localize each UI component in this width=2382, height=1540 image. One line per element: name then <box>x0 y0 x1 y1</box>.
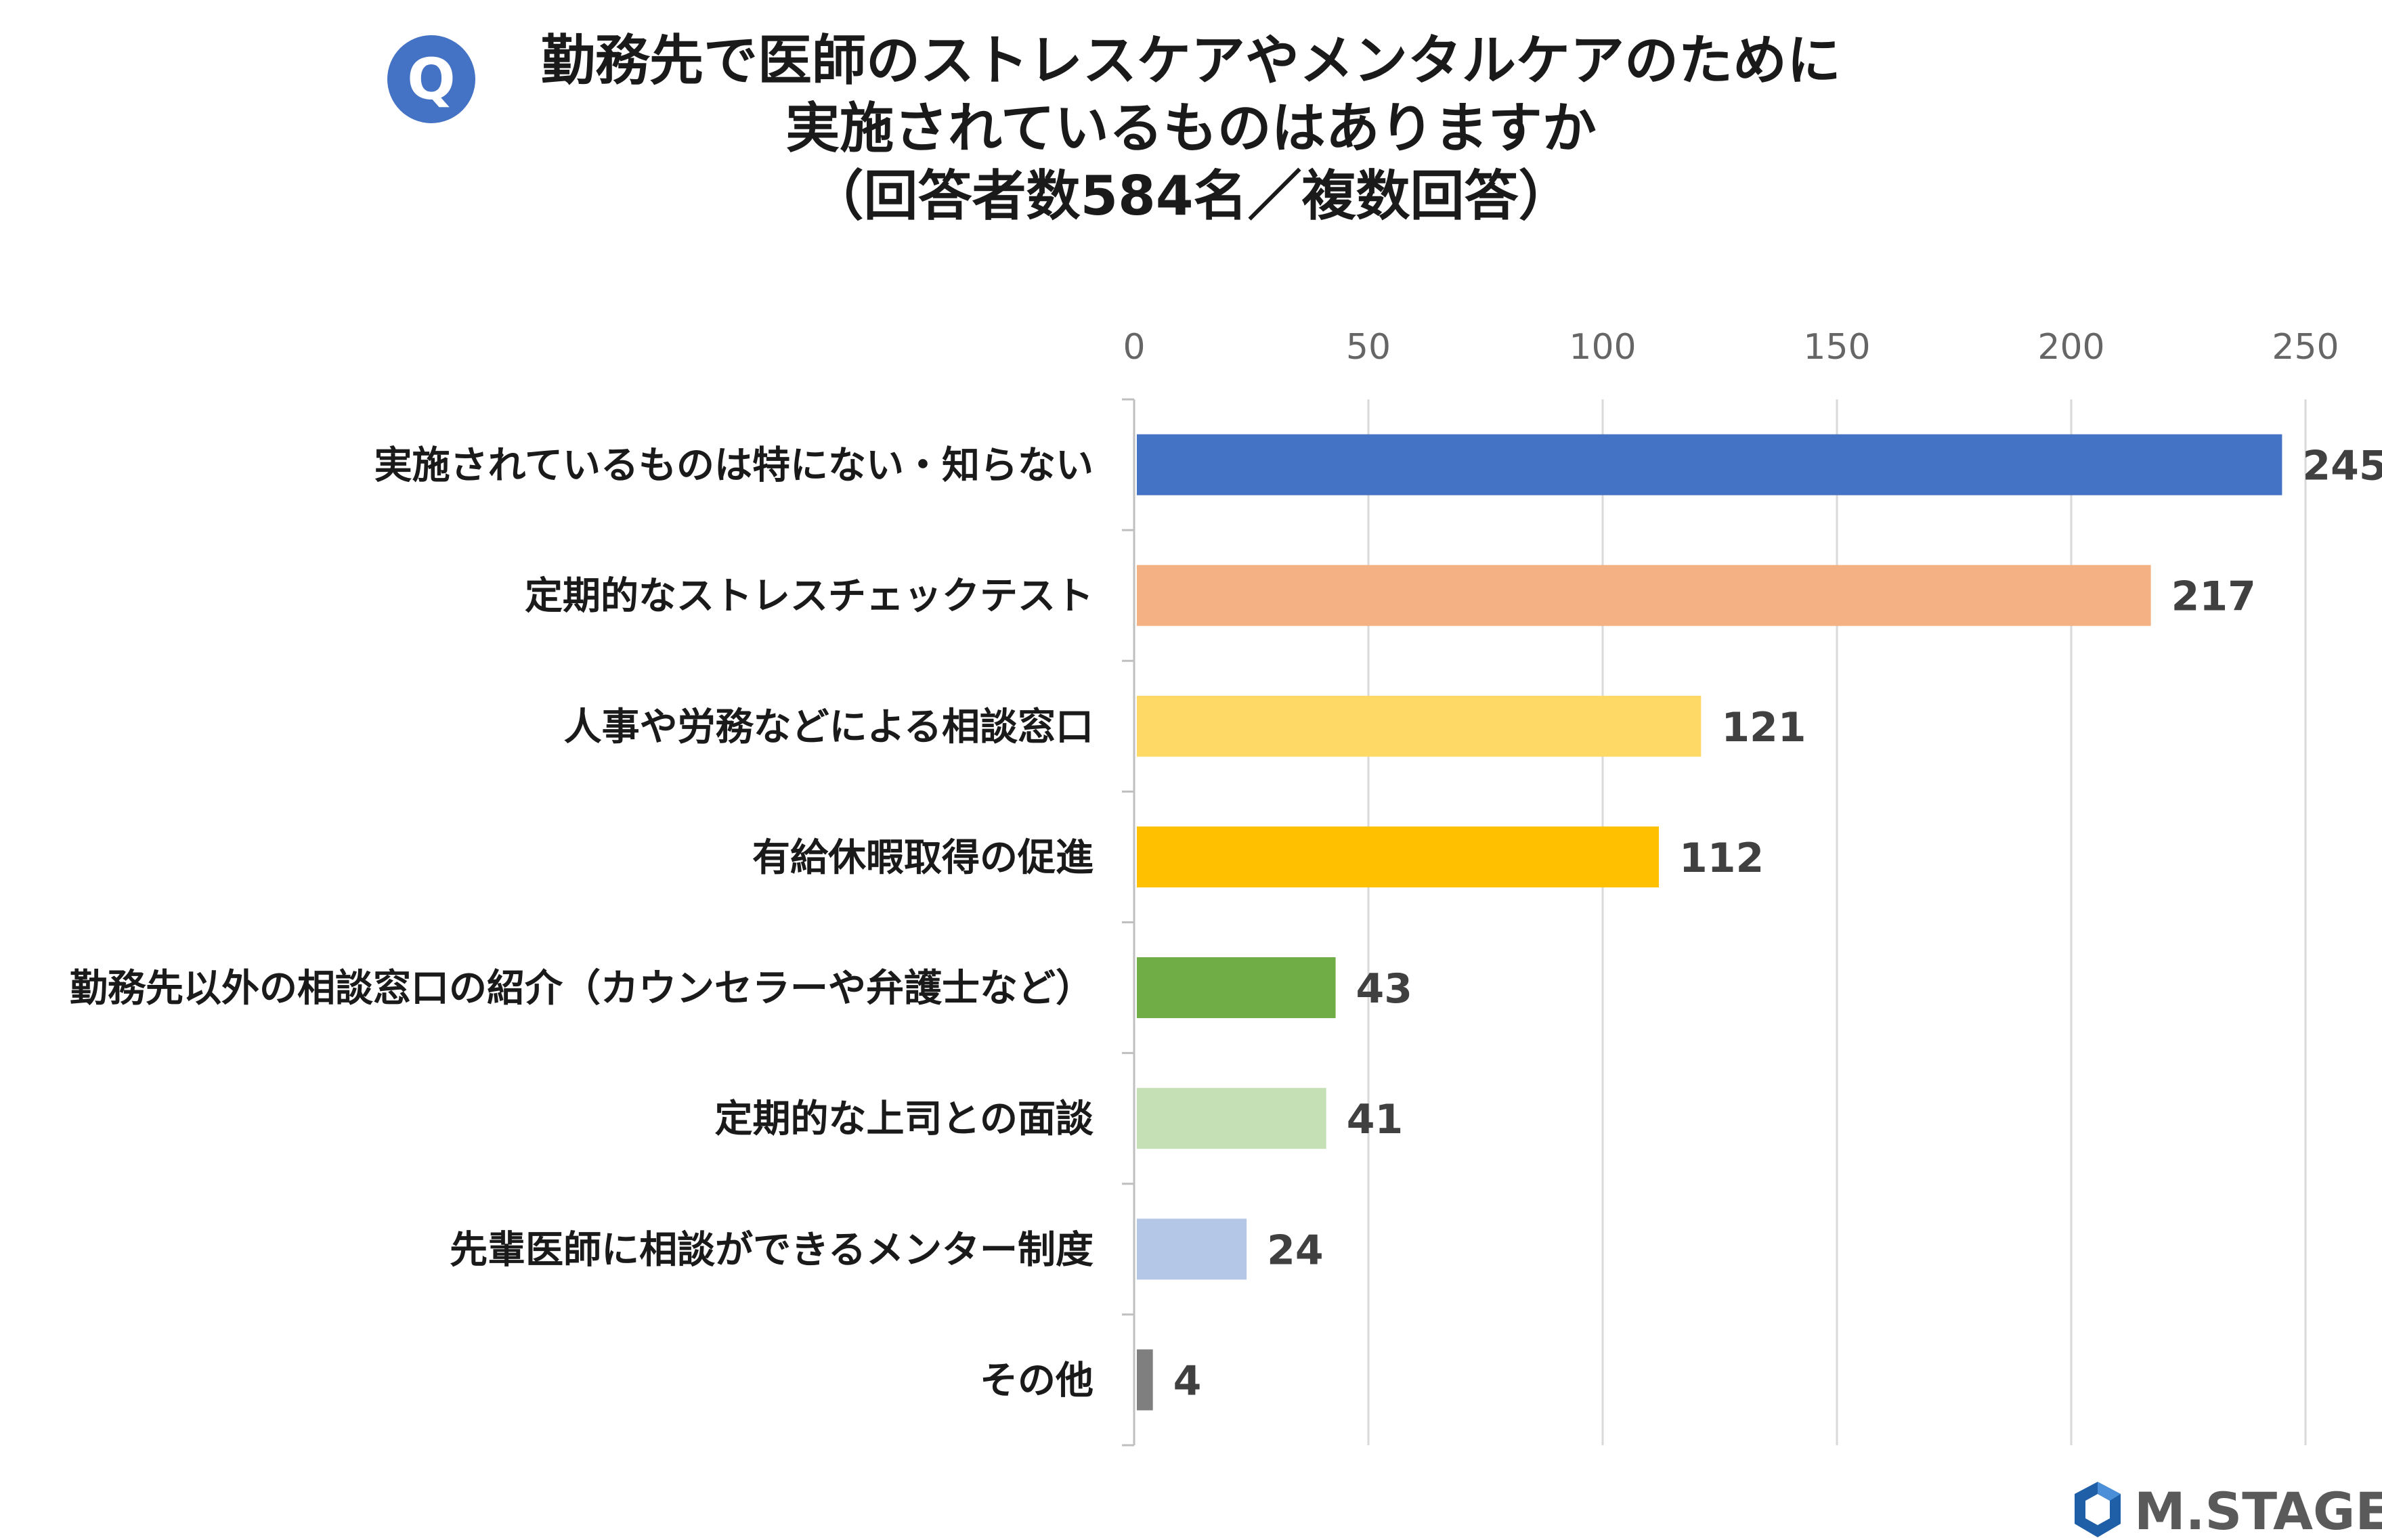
category-label: 実施されているものは特にない・知らない <box>374 444 1093 488</box>
category-label: 先輩医師に相談ができるメンター制度 <box>450 1228 1093 1272</box>
question-badge: Q <box>387 35 475 123</box>
data-label: 245 <box>2302 443 2382 490</box>
bar <box>1137 1349 1153 1411</box>
tick-label: 250 <box>2272 327 2339 368</box>
bars <box>1137 434 2282 1411</box>
category-labels: 実施されているものは特にない・知らない定期的なストレスチェックテスト人事や労務な… <box>70 444 1093 1403</box>
tick-label: 50 <box>1346 327 1391 368</box>
x-axis-ticks: 0 50 100 150 200 250 <box>1123 327 2339 368</box>
bar <box>1137 1088 1326 1149</box>
data-label: 121 <box>1721 704 1806 751</box>
bar <box>1137 695 1702 757</box>
tick-label: 200 <box>2037 327 2104 368</box>
category-label: 定期的なストレスチェックテスト <box>525 575 1093 619</box>
data-label: 41 <box>1347 1096 1404 1143</box>
gridlines <box>1367 399 2307 1445</box>
category-label: 人事や労務などによる相談窓口 <box>564 705 1093 749</box>
data-label: 112 <box>1679 835 1764 882</box>
data-label: 4 <box>1173 1357 1202 1405</box>
bar <box>1137 1218 1247 1280</box>
bar <box>1137 826 1660 887</box>
bar <box>1137 957 1336 1019</box>
tick-label: 0 <box>1123 327 1145 368</box>
logo-mark-icon <box>2075 1482 2121 1537</box>
title-line-2: 実施されているものはありますか <box>785 97 1597 160</box>
logo-text: M.STAGE <box>2134 1481 2382 1540</box>
category-label: 有給休暇取得の促進 <box>752 836 1093 880</box>
bar <box>1137 565 2151 626</box>
data-label: 24 <box>1267 1227 1324 1274</box>
data-label: 43 <box>1356 965 1413 1013</box>
category-label: 定期的な上司との面談 <box>715 1097 1093 1141</box>
mstage-logo: M.STAGE <box>2075 1481 2382 1540</box>
tick-label: 150 <box>1803 327 1870 368</box>
bar <box>1137 434 2282 496</box>
title-line-3: （回答者数584名／複数回答） <box>809 164 1573 227</box>
title-line-1: 勤務先で医師のストレスケアやメンタルケアのために <box>541 29 1841 92</box>
category-axis <box>1122 398 1135 1447</box>
category-label: その他 <box>980 1359 1093 1403</box>
value-labels: 245 217 121 112 43 41 24 4 <box>1173 443 2382 1405</box>
tick-label: 100 <box>1569 327 1636 368</box>
data-label: 217 <box>2171 573 2256 621</box>
category-label: 勤務先以外の相談窓口の紹介（カウンセラーや弁護士など） <box>70 967 1093 1011</box>
